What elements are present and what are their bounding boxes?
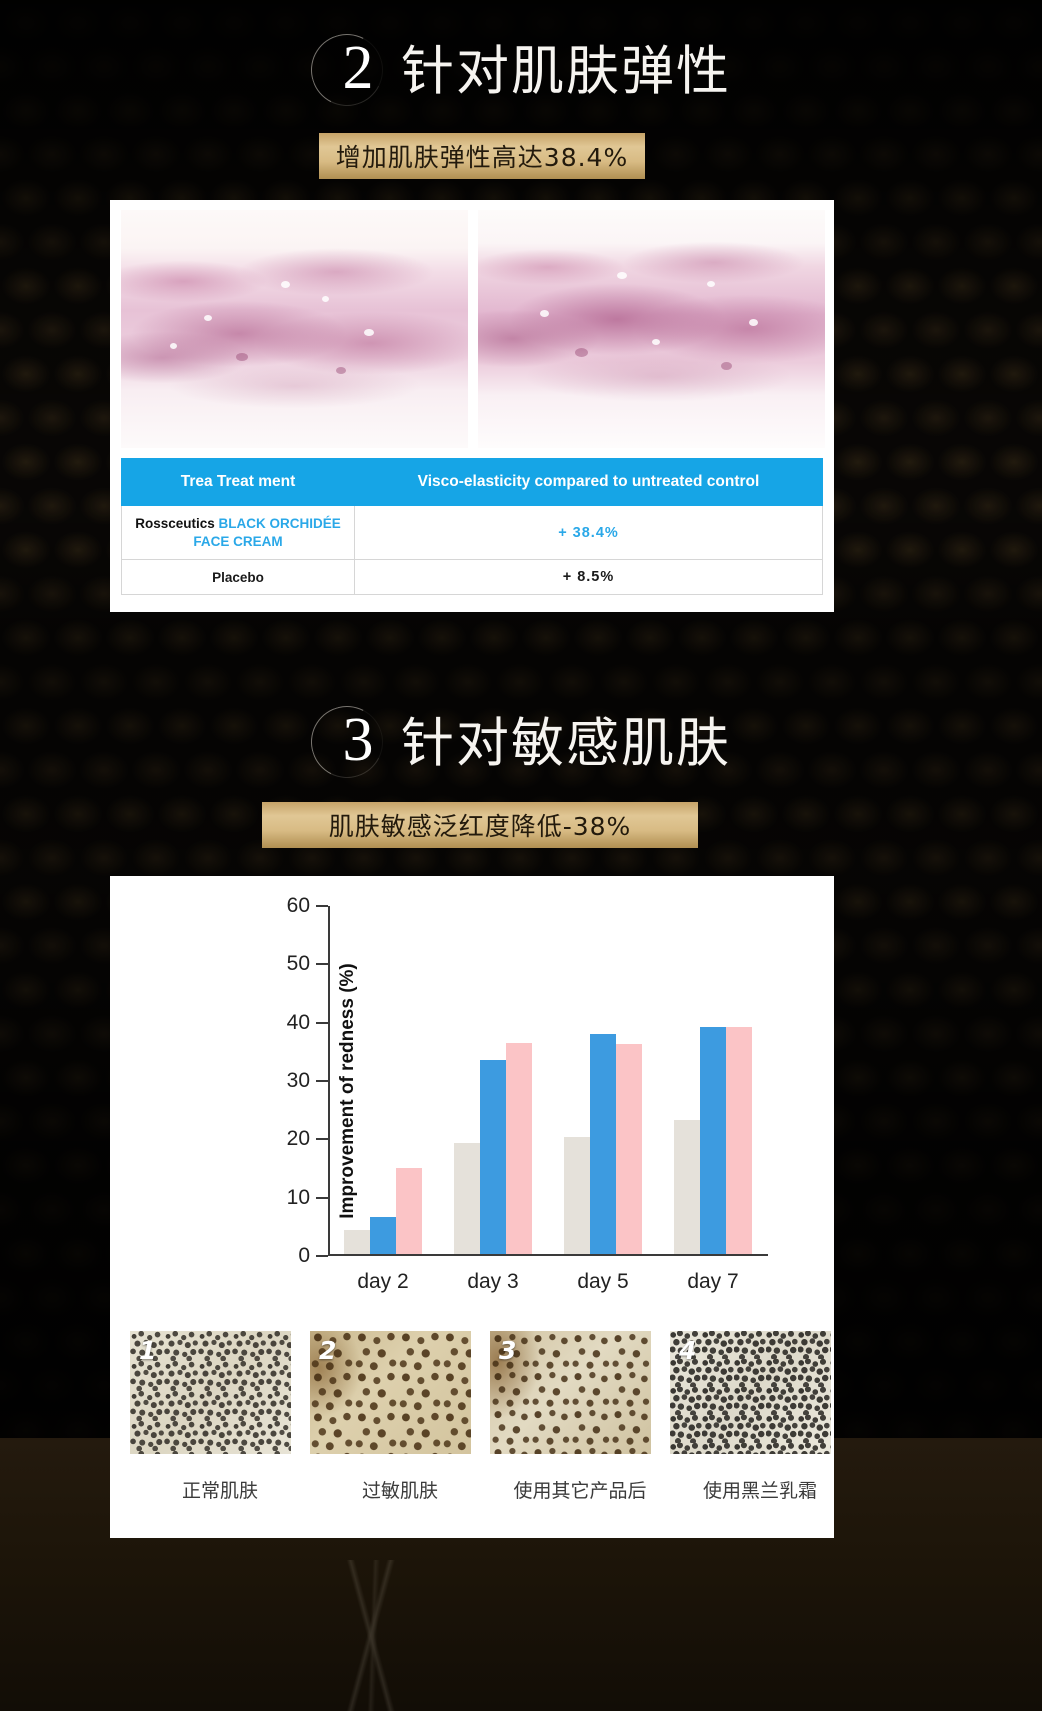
skin-tile-number: 3 bbox=[499, 1336, 517, 1365]
chart-x-axis bbox=[328, 1254, 768, 1256]
section-3-heading: 3 针对敏感肌肤 bbox=[0, 706, 1042, 780]
product-brand: Rossceutics bbox=[135, 516, 215, 531]
chart-bar bbox=[370, 1217, 396, 1254]
chart-plot-area: 0 10 20 30 40 50 60 day 2 day 3 day 5 day 7 bbox=[287, 894, 768, 1293]
elasticity-panel: Trea Treat ment Visco-elasticity compare… bbox=[110, 200, 834, 612]
chart-bar-group bbox=[674, 1026, 752, 1254]
chart-x-tick-label: day 2 bbox=[357, 1270, 409, 1293]
chart-x-tick-label: day 3 bbox=[467, 1270, 519, 1293]
section-2-heading: 2 针对肌肤弹性 bbox=[0, 34, 1042, 108]
chart-bar bbox=[480, 1059, 506, 1254]
skin-tile-row: 1 正常肌肤 2 过敏肌肤 3 使用其它产品后 4 使用黑兰 bbox=[130, 1331, 850, 1503]
skin-tile-caption: 使用黑兰乳霜 bbox=[702, 1480, 817, 1502]
table-cell-product: Rossceutics BLACK ORCHIDÉE FACE CREAM bbox=[121, 504, 355, 561]
chart-y-tick-label: 60 bbox=[286, 894, 310, 917]
chart-y-tick-label: 20 bbox=[286, 1127, 310, 1151]
redness-bar-chart: Improvement of redness (%) 0 10 20 30 40 50 60… bbox=[110, 876, 834, 1326]
section-2-number-badge: 2 bbox=[311, 34, 385, 108]
chart-y-axis bbox=[328, 906, 330, 1256]
skin-tile-cell: 4 使用黑兰乳霜 bbox=[670, 1331, 850, 1503]
chart-bar bbox=[700, 1026, 726, 1254]
skin-tile-number: 2 bbox=[319, 1336, 337, 1365]
chart-bar bbox=[506, 1042, 532, 1254]
product-name: BLACK ORCHIDÉE FACE CREAM bbox=[193, 516, 341, 549]
sensitivity-panel: Improvement of redness (%) 0 10 20 30 40 50 60… bbox=[110, 876, 834, 1538]
skin-tile-image-3: 3 bbox=[490, 1331, 651, 1454]
chart-y-tick-label: 0 bbox=[298, 1244, 310, 1267]
chart-y-tick-label: 40 bbox=[286, 1010, 310, 1034]
chart-bar bbox=[344, 1229, 370, 1254]
chart-y-tick bbox=[316, 1080, 328, 1082]
section-2-title: 针对肌肤弹性 bbox=[401, 40, 731, 102]
chart-y-tick bbox=[316, 1196, 328, 1199]
chart-bar bbox=[616, 1044, 642, 1254]
skin-tile-cell: 3 使用其它产品后 bbox=[490, 1331, 670, 1503]
chart-y-tick bbox=[316, 1255, 328, 1257]
table-header-viscoelasticity: Visco-elasticity compared to untreated c… bbox=[354, 458, 823, 506]
chart-bar-group bbox=[564, 1034, 642, 1254]
table-cell-product: Placebo bbox=[121, 559, 355, 596]
section-3-title: 针对敏感肌肤 bbox=[401, 712, 731, 774]
chart-bar bbox=[726, 1026, 752, 1254]
chart-y-tick bbox=[316, 1021, 328, 1024]
table-header-row: Trea Treat ment Visco-elasticity compare… bbox=[121, 458, 823, 506]
chart-y-tick-label: 10 bbox=[286, 1185, 310, 1209]
skin-tile-cell: 2 过敏肌肤 bbox=[310, 1331, 490, 1503]
skin-tile-caption: 过敏肌肤 bbox=[361, 1480, 438, 1502]
background-legs bbox=[255, 1560, 495, 1711]
histology-image-untreated bbox=[121, 210, 468, 448]
chart-x-tick-label: day 5 bbox=[577, 1270, 629, 1293]
table-header-treatment: Trea Treat ment bbox=[121, 458, 355, 506]
section-2-number: 2 bbox=[342, 34, 374, 102]
chart-y-tick-label: 50 bbox=[286, 952, 310, 976]
table-row: Rossceutics BLACK ORCHIDÉE FACE CREAM + … bbox=[121, 504, 823, 561]
chart-y-tick bbox=[316, 963, 328, 966]
chart-bar bbox=[396, 1168, 422, 1254]
skin-tile-number: 4 bbox=[679, 1336, 697, 1365]
section-3-number: 3 bbox=[342, 706, 374, 774]
skin-tile-caption: 使用其它产品后 bbox=[513, 1480, 647, 1502]
histology-image-row bbox=[121, 210, 825, 448]
skin-tile-image-4: 4 bbox=[670, 1331, 831, 1454]
chart-bar bbox=[454, 1143, 480, 1254]
section-3-gold-badge: 肌肤敏感泛红度降低-38% bbox=[262, 802, 698, 848]
chart-bar-group bbox=[454, 1042, 532, 1254]
chart-y-tick bbox=[316, 905, 328, 907]
skin-tile-image-2: 2 bbox=[310, 1331, 471, 1454]
histology-image-treated bbox=[478, 210, 825, 448]
chart-y-tick bbox=[316, 1138, 328, 1141]
chart-bar bbox=[674, 1119, 700, 1254]
chart-bar bbox=[590, 1034, 616, 1254]
chart-y-tick-label: 30 bbox=[286, 1069, 310, 1092]
table-cell-value: + 8.5% bbox=[354, 559, 823, 596]
chart-x-tick-label: day 7 bbox=[687, 1270, 739, 1293]
skin-tile-caption: 正常肌肤 bbox=[181, 1480, 258, 1502]
skin-tile-cell: 1 正常肌肤 bbox=[130, 1331, 310, 1503]
skin-tile-image-1: 1 bbox=[130, 1331, 291, 1454]
table-cell-value: + 38.4% bbox=[354, 504, 823, 561]
chart-bar bbox=[564, 1137, 590, 1254]
table-row: Placebo + 8.5% bbox=[121, 559, 823, 596]
chart-bar-group bbox=[344, 1168, 422, 1254]
skin-tile-number: 1 bbox=[139, 1336, 157, 1365]
section-3-number-badge: 3 bbox=[311, 706, 385, 780]
elasticity-table: Trea Treat ment Visco-elasticity compare… bbox=[121, 458, 823, 596]
section-2-gold-badge: 增加肌肤弹性高达38.4% bbox=[319, 133, 645, 179]
